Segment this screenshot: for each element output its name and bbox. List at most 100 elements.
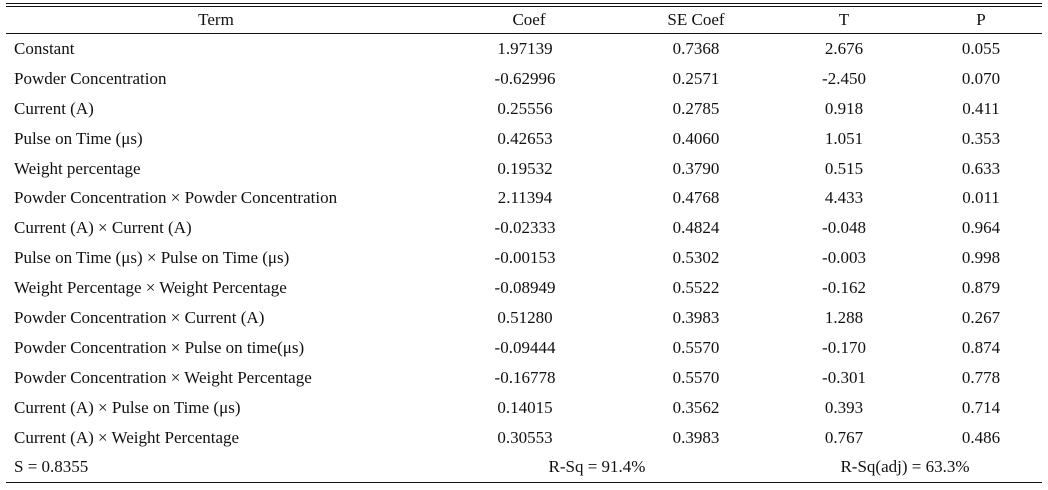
row-p: 0.633 xyxy=(961,158,1001,178)
row-t: 4.433 xyxy=(824,188,864,208)
row-term: Powder Concentration xyxy=(14,68,167,88)
row-term: Weight Percentage × Weight Percentage xyxy=(14,278,287,298)
row-term: Current (A) × Weight Percentage xyxy=(14,427,240,447)
header-coef: Coef xyxy=(512,10,546,29)
row-coef: -0.62996 xyxy=(494,68,556,88)
row-p: 0.011 xyxy=(962,188,1000,208)
row-term: Current (A) × Current (A) xyxy=(14,218,192,238)
header-term: Term xyxy=(198,10,234,29)
row-coef: 0.42653 xyxy=(497,128,553,148)
row-term: Pulse on Time (μs) × Pulse on Time (μs) xyxy=(14,248,290,268)
row-term: Weight percentage xyxy=(14,158,141,178)
table-row: Weight percentage 0.19532 0.3790 0.515 0.633 xyxy=(6,154,1042,184)
row-t: 1.288 xyxy=(824,307,864,327)
summary-rsq-adj: R-Sq(adj) = 63.3% xyxy=(840,457,970,477)
row-se-coef: 0.3983 xyxy=(672,307,720,327)
row-term: Pulse on Time (μs) xyxy=(14,128,143,148)
table-header: Term Coef SE Coef T P xyxy=(6,7,1042,33)
table-row: Powder Concentration × Pulse on time(μs)… xyxy=(6,333,1042,363)
regression-table-container: Term Coef SE Coef T P Constant 1.97139 0.7… xyxy=(6,3,1042,484)
row-p: 0.964 xyxy=(961,218,1001,238)
table-row: Powder Concentration -0.62996 0.2571 -2.450… xyxy=(6,64,1042,94)
row-term: Powder Concentration × Weight Percentage xyxy=(14,367,312,387)
row-se-coef: 0.4824 xyxy=(672,218,720,238)
table-row: Current (A) × Pulse on Time (μs) 0.14015 0… xyxy=(6,393,1042,423)
row-term: Powder Concentration × Current (A) xyxy=(14,307,265,327)
row-coef: -0.09444 xyxy=(494,337,556,357)
header-t: T xyxy=(838,10,850,29)
row-p: 0.353 xyxy=(961,128,1001,148)
row-se-coef: 0.3562 xyxy=(672,397,720,417)
row-se-coef: 0.5522 xyxy=(672,278,720,298)
row-coef: -0.08949 xyxy=(494,278,556,298)
header-rule xyxy=(6,33,1042,34)
row-se-coef: 0.4060 xyxy=(672,128,720,148)
row-se-coef: 0.7368 xyxy=(672,38,720,58)
row-t: -0.170 xyxy=(822,337,866,357)
row-t: -0.162 xyxy=(822,278,866,298)
row-coef: 0.25556 xyxy=(497,98,553,118)
table-body: Constant 1.97139 0.7368 2.676 0.055 Powder Co… xyxy=(6,34,1042,452)
table-row: Powder Concentration × Powder Concentrat… xyxy=(6,183,1042,213)
row-coef: 0.51280 xyxy=(497,307,553,327)
row-p: 0.486 xyxy=(961,427,1001,447)
table-row: Powder Concentration × Weight Percentage… xyxy=(6,363,1042,393)
row-coef: 0.14015 xyxy=(497,397,553,417)
row-coef: -0.02333 xyxy=(494,218,556,238)
row-term: Current (A) × Pulse on Time (μs) xyxy=(14,397,241,417)
row-t: -0.048 xyxy=(822,218,866,238)
table-row: Constant 1.97139 0.7368 2.676 0.055 xyxy=(6,34,1042,64)
row-term: Current (A) xyxy=(14,98,94,118)
table-row: Pulse on Time (μs) 0.42653 0.4060 1.051 0.35… xyxy=(6,124,1042,154)
summary-body: S = 0.8355 R-Sq = 91.4% R-Sq(adj) = 63.3… xyxy=(6,452,1042,482)
bottom-rule xyxy=(6,482,1042,484)
header-p: P xyxy=(976,10,986,29)
row-p: 0.879 xyxy=(961,278,1001,298)
row-se-coef: 0.4768 xyxy=(672,188,720,208)
row-t: -0.003 xyxy=(822,248,866,268)
summary-rsq: R-Sq = 91.4% xyxy=(548,457,646,477)
row-t: 0.767 xyxy=(824,427,864,447)
row-se-coef: 0.3983 xyxy=(672,427,720,447)
row-term: Powder Concentration × Powder Concentrat… xyxy=(14,188,338,208)
row-p: 0.998 xyxy=(961,248,1001,268)
summary-row: S = 0.8355 R-Sq = 91.4% R-Sq(adj) = 63.3… xyxy=(6,452,1042,482)
table-row: Weight Percentage × Weight Percentage -0.… xyxy=(6,273,1042,303)
row-t: -2.450 xyxy=(822,68,866,88)
row-t: 1.051 xyxy=(824,128,864,148)
header-se-coef: SE Coef xyxy=(667,10,725,29)
table-row: Current (A) 0.25556 0.2785 0.918 0.411 xyxy=(6,94,1042,124)
row-p: 0.874 xyxy=(961,337,1001,357)
row-t: -0.301 xyxy=(822,367,866,387)
row-se-coef: 0.3790 xyxy=(672,158,720,178)
table-row: Current (A) × Weight Percentage 0.30553 0.… xyxy=(6,423,1042,453)
row-term: Powder Concentration × Pulse on time(μs) xyxy=(14,337,305,357)
row-p: 0.778 xyxy=(961,367,1001,387)
top-double-rule xyxy=(6,3,1042,7)
row-p: 0.070 xyxy=(961,68,1001,88)
row-se-coef: 0.5570 xyxy=(672,337,720,357)
row-p: 0.055 xyxy=(961,38,1001,58)
row-se-coef: 0.5570 xyxy=(672,367,720,387)
row-term: Constant xyxy=(14,38,75,58)
row-coef: 2.11394 xyxy=(497,188,553,208)
row-t: 0.515 xyxy=(824,158,864,178)
row-coef: 1.97139 xyxy=(497,38,553,58)
row-se-coef: 0.2785 xyxy=(672,98,720,118)
table-row: Powder Concentration × Current (A) 0.5128… xyxy=(6,303,1042,333)
header-row: Term Coef SE Coef T P xyxy=(6,7,1042,33)
row-t: 2.676 xyxy=(824,38,864,58)
table-row: Current (A) × Current (A) -0.02333 0.4824 -… xyxy=(6,213,1042,243)
row-t: 0.918 xyxy=(824,98,864,118)
row-p: 0.714 xyxy=(961,397,1001,417)
row-p: 0.411 xyxy=(962,98,1000,118)
summary-s: S = 0.8355 xyxy=(14,457,89,477)
table-row: Pulse on Time (μs) × Pulse on Time (μs) -… xyxy=(6,243,1042,273)
row-coef: -0.00153 xyxy=(494,248,556,268)
row-p: 0.267 xyxy=(961,307,1001,327)
row-coef: 0.30553 xyxy=(497,427,553,447)
row-coef: 0.19532 xyxy=(497,158,553,178)
row-coef: -0.16778 xyxy=(494,367,556,387)
row-se-coef: 0.5302 xyxy=(672,248,720,268)
regression-body-table: Constant 1.97139 0.7368 2.676 0.055 Powder Co… xyxy=(6,34,1042,482)
